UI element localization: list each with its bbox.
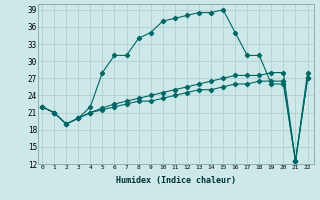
X-axis label: Humidex (Indice chaleur): Humidex (Indice chaleur) (116, 176, 236, 185)
